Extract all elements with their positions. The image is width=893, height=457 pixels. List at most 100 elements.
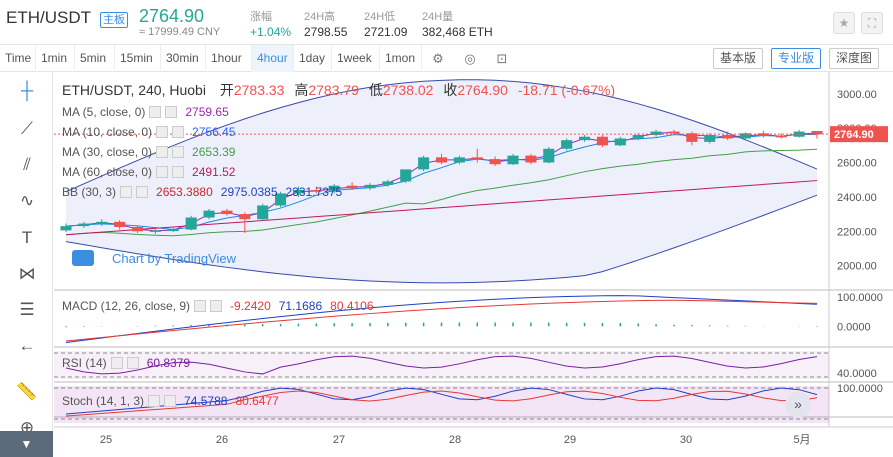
indicator-value: 80.4106	[330, 299, 374, 313]
indicator-close-icon[interactable]	[164, 395, 177, 407]
candle-body	[579, 136, 591, 141]
indicator-close-icon[interactable]	[165, 106, 178, 118]
text-tool-icon[interactable]: T	[21, 228, 33, 247]
fullscreen-icon[interactable]: ⛶	[861, 12, 883, 34]
indicator-value: 80.6477	[235, 394, 279, 408]
ticker-header: ETH/USDT 主板 2764.90 ≈ 17999.49 CNY 涨幅 +1…	[0, 0, 893, 44]
indicator-settings-icon[interactable]	[110, 357, 123, 369]
indicator-ma10[interactable]: MA (10, close, 0) 2756.45	[62, 124, 235, 140]
indicator-ma5[interactable]: MA (5, close, 0) 2759.65	[62, 104, 229, 120]
candle-body	[239, 214, 251, 220]
indicator-settings-icon[interactable]	[148, 395, 161, 407]
indicator-close-icon[interactable]	[136, 186, 149, 198]
candle-body	[221, 210, 233, 215]
candle-body	[96, 221, 108, 224]
candle-body	[668, 131, 680, 134]
indicator-value: 2653.3880	[156, 185, 213, 199]
candle-body	[811, 130, 823, 135]
scroll-to-latest-button[interactable]: »	[785, 392, 811, 418]
collapse-sidebar-button[interactable]: ▼	[0, 431, 53, 457]
timeframe-1mon[interactable]: 1mon	[380, 45, 422, 72]
indicator-macd[interactable]: MACD (12, 26, close, 9) -9.2420 71.1686 80.…	[62, 298, 374, 314]
candle-body	[614, 138, 626, 146]
indicator-stoch[interactable]: Stoch (14, 1, 3) 74.5788 80.6477	[62, 393, 279, 409]
candle-body	[686, 133, 698, 142]
back-arrow-icon[interactable]: ←	[18, 336, 36, 355]
indicator-close-icon[interactable]	[126, 357, 139, 369]
stoch-d-line	[65, 390, 818, 417]
legend-close: 2764.90	[457, 82, 508, 98]
stat-label-change: 涨幅	[250, 11, 272, 23]
indicator-close-icon[interactable]	[172, 126, 185, 138]
ruler-icon[interactable]: 📏	[16, 382, 38, 401]
candle-body	[489, 159, 501, 165]
legend-open-label: 开	[219, 82, 234, 98]
indicator-close-icon[interactable]	[210, 300, 223, 312]
candle-body	[543, 148, 555, 163]
time-axis-label: 28	[449, 434, 461, 446]
stat-value-high: 2798.55	[304, 25, 348, 39]
indicator-ma60[interactable]: MA (60, close, 0) 2491.52	[62, 164, 235, 180]
indicator-rsi[interactable]: RSI (14) 60.8379	[62, 355, 190, 371]
candle-body	[561, 140, 573, 149]
indicator-settings-icon[interactable]	[156, 126, 169, 138]
timeframe-time[interactable]: Time	[0, 45, 36, 72]
price-chart[interactable]: 3000.002800.002600.002400.002200.002000.…	[54, 72, 893, 457]
indicator-settings-icon[interactable]	[120, 186, 133, 198]
view-button-0[interactable]: 基本版	[713, 48, 764, 69]
favorite-star-icon[interactable]: ★	[833, 12, 855, 34]
timeframe-30min[interactable]: 30min	[161, 45, 206, 72]
indicator-settings-icon[interactable]	[194, 300, 207, 312]
timeframe-15min[interactable]: 15min	[115, 45, 161, 72]
view-button-2[interactable]: 深度图	[829, 48, 880, 69]
indicators-icon[interactable]: ◎	[464, 51, 476, 66]
indicator-label: BB (30, 3)	[62, 185, 117, 199]
cny-price: ≈ 17999.49 CNY	[139, 26, 221, 38]
stat-value-change: +1.04%	[250, 25, 292, 39]
timeframe-1day[interactable]: 1day	[294, 45, 332, 72]
crosshair-icon[interactable]: ┼	[20, 81, 34, 100]
pattern-icon[interactable]: ⋈	[18, 264, 36, 283]
candle-body	[525, 155, 537, 163]
chart-legend: ETH/USDT, 240, Huobi 开2783.33 高2783.79 低…	[62, 82, 615, 98]
indicator-settings-icon[interactable]	[156, 146, 169, 158]
timeframe-1hour[interactable]: 1hour	[206, 45, 252, 72]
brush-icon[interactable]: ∿	[19, 191, 35, 210]
indicator-value: 71.1686	[278, 299, 323, 313]
pitchfork-icon[interactable]: ⫽	[23, 155, 31, 174]
indicator-value: 2491.52	[192, 165, 236, 179]
timeframe-5min[interactable]: 5min	[75, 45, 115, 72]
view-button-1[interactable]: 专业版	[771, 48, 822, 69]
candle-body	[60, 226, 72, 231]
candle-body	[149, 230, 161, 232]
candle-body	[346, 185, 358, 189]
price-axis-label: 2000.00	[837, 261, 877, 273]
candle-body	[275, 193, 287, 206]
candle-body	[650, 131, 662, 136]
timeframe-1week[interactable]: 1week	[332, 45, 380, 72]
screenshot-icon[interactable]: ⊡	[496, 51, 508, 66]
timeframe-4hour[interactable]: 4hour	[252, 45, 294, 72]
indicator-label: MA (10, close, 0)	[62, 125, 153, 139]
candle-body	[722, 135, 734, 139]
double-chevron-right-icon: »	[794, 396, 802, 412]
candle-body	[471, 157, 483, 160]
indicator-settings-icon[interactable]: ⚙	[432, 51, 444, 66]
indicator-value: 2756.45	[192, 125, 236, 139]
indicator-close-icon[interactable]	[172, 146, 185, 158]
fib-tool-icon[interactable]: ☰	[19, 300, 35, 319]
candle-body	[310, 190, 322, 192]
indicator-label: MA (5, close, 0)	[62, 105, 146, 119]
indicator-ma30[interactable]: MA (30, close, 0) 2653.39	[62, 144, 235, 160]
pair-name[interactable]: ETH/USDT	[6, 8, 91, 27]
candle-body	[292, 190, 304, 194]
tradingview-watermark: Chart by TradingView	[112, 251, 237, 266]
indicator-settings-icon[interactable]	[156, 166, 169, 178]
indicator-close-icon[interactable]	[172, 166, 185, 178]
indicator-bb[interactable]: BB (30, 3) 2653.3880 2975.0385 2331.7375	[62, 184, 342, 200]
legend-title: ETH/USDT, 240, Huobi	[62, 82, 206, 98]
trend-line-icon[interactable]: ⟋	[21, 119, 33, 138]
timeframe-1min[interactable]: 1min	[36, 45, 75, 72]
candle-body	[185, 217, 197, 230]
indicator-settings-icon[interactable]	[149, 106, 162, 118]
